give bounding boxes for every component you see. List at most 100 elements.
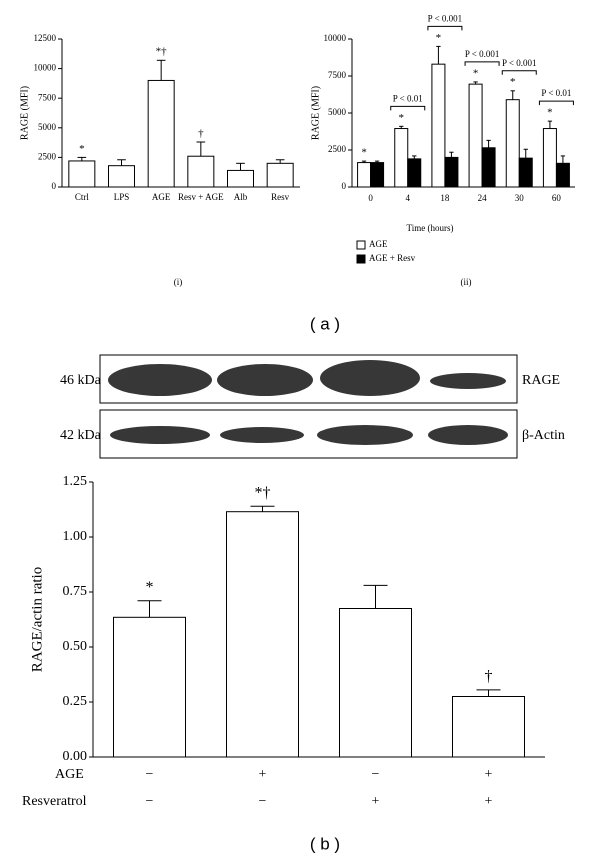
x-tick-label: 4: [406, 193, 411, 203]
y-tick-label: 0.50: [63, 639, 88, 654]
legend-swatch: [356, 240, 366, 250]
bar: [227, 169, 254, 188]
significance-mark: *: [361, 147, 367, 159]
bar: [518, 157, 533, 188]
bar: [468, 83, 483, 188]
comparison-label: P < 0.01: [541, 88, 571, 98]
blot-bands: [108, 360, 508, 445]
bar: [108, 165, 135, 188]
bar: [226, 511, 299, 758]
row-value: −: [146, 794, 154, 809]
y-axis-label: RAGE (MFI): [19, 86, 30, 140]
significance-mark: *: [146, 579, 154, 596]
significance-mark: *: [547, 107, 553, 119]
significance-mark: *: [510, 76, 516, 88]
bar: [555, 162, 570, 188]
row-value: −: [146, 767, 154, 782]
y-axis-label: RAGE (MFI): [310, 86, 321, 140]
comparison-label: P < 0.001: [465, 49, 500, 59]
bar: [266, 162, 294, 188]
bar: [444, 156, 459, 188]
bar: [542, 128, 557, 188]
bar: [481, 147, 496, 188]
comparison-bracket: [427, 25, 463, 31]
band-label: RAGE: [522, 373, 560, 388]
significance-mark: †: [485, 668, 493, 685]
bar: [452, 696, 525, 758]
y-tick-label: 1.25: [63, 474, 88, 489]
caption: (ii): [461, 277, 472, 287]
x-tick-label: 60: [552, 193, 562, 203]
bar: [394, 128, 409, 188]
comparison-bracket: [390, 105, 426, 111]
y-tick-label: 0.75: [63, 584, 88, 599]
x-tick-label: 30: [515, 193, 525, 203]
significance-mark: *: [399, 112, 405, 124]
row-value: +: [372, 794, 380, 809]
x-tick-label: Alb: [234, 192, 248, 202]
x-tick-label: AGE: [152, 192, 171, 202]
row-value: −: [372, 767, 380, 782]
comparison-bracket: [501, 70, 537, 75]
bar: [357, 162, 372, 188]
comparison-label: P < 0.001: [502, 58, 537, 68]
y-tick-label: 0.00: [63, 749, 88, 764]
y-tick-label: 0: [342, 181, 347, 191]
row-label: AGE: [55, 767, 84, 782]
y-axis-label: RAGE/actin ratio: [29, 567, 45, 672]
significance-mark: *†: [255, 484, 271, 501]
bar: [370, 162, 385, 188]
x-tick-label: Resv: [271, 192, 290, 202]
x-axis-label: Time (hours): [407, 223, 454, 233]
significance-mark: *: [79, 143, 85, 155]
y-tick-label: 12500: [34, 33, 57, 43]
y-tick-label: 10000: [34, 63, 57, 73]
x-tick-label: 24: [478, 193, 488, 203]
bar: [431, 63, 446, 188]
row-label: Resveratrol: [22, 794, 87, 809]
bar: [147, 79, 175, 188]
row-value: −: [259, 794, 267, 809]
legend-swatch: [356, 254, 366, 264]
comparison-bracket: [464, 61, 500, 66]
y-tick-label: 1.00: [63, 529, 88, 544]
significance-mark: †: [198, 127, 204, 139]
legend-label: AGE: [369, 239, 388, 249]
bar: [339, 608, 412, 758]
comparison-label: P < 0.001: [428, 13, 463, 23]
caption: (i): [174, 277, 183, 287]
significance-mark: *†: [156, 46, 168, 58]
comparison-bracket: [538, 100, 574, 106]
bar: [187, 155, 215, 188]
y-tick-label: 5000: [328, 107, 347, 117]
band-size: 42 kDa: [60, 428, 102, 443]
bar: [113, 616, 186, 758]
bar: [68, 160, 96, 188]
y-tick-label: 0.25: [63, 694, 88, 709]
panel-label: ( a ): [310, 314, 340, 333]
x-tick-label: Ctrl: [75, 192, 90, 202]
significance-mark: *: [436, 32, 442, 44]
y-tick-label: 0: [52, 181, 57, 191]
y-tick-label: 7500: [38, 92, 57, 102]
row-value: +: [259, 767, 267, 782]
band-size: 46 kDa: [60, 373, 102, 388]
significance-mark: *: [473, 67, 479, 79]
y-tick-label: 2500: [328, 144, 347, 154]
row-value: +: [485, 794, 493, 809]
y-tick-label: 7500: [328, 70, 347, 80]
bar: [407, 158, 422, 188]
band-label: β-Actin: [522, 428, 565, 443]
comparison-label: P < 0.01: [393, 93, 423, 103]
x-tick-label: LPS: [114, 192, 130, 202]
row-value: +: [485, 767, 493, 782]
x-tick-label: 18: [440, 193, 450, 203]
y-tick-label: 5000: [38, 122, 57, 132]
x-tick-label: Resv + AGE: [178, 192, 224, 202]
x-tick-label: 0: [368, 193, 373, 203]
y-tick-label: 2500: [38, 151, 57, 161]
panel-label: ( b ): [310, 834, 340, 853]
western-blot: 46 kDa RAGE 42 kDa β-Actin: [60, 354, 565, 459]
y-tick-label: 10000: [324, 33, 347, 43]
